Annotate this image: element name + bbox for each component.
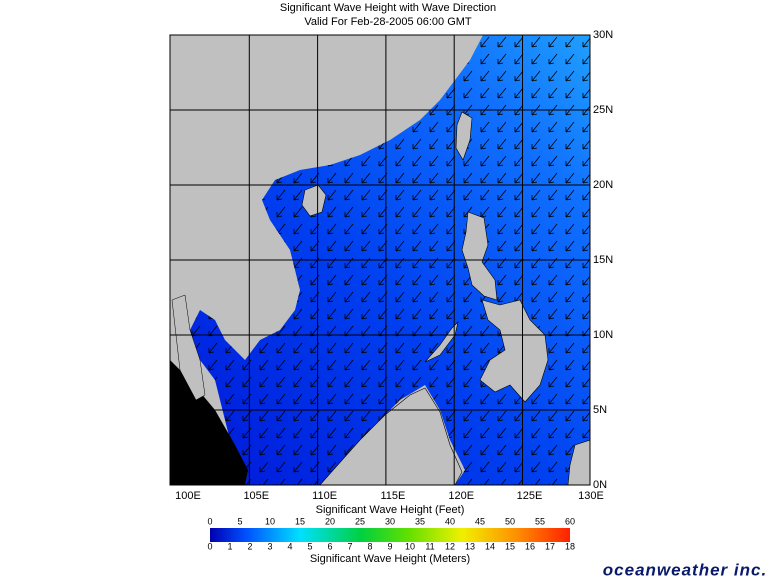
meters-tick-label: 11 bbox=[425, 541, 434, 551]
feet-tick-label: 30 bbox=[385, 516, 395, 526]
feet-tick-label: 15 bbox=[295, 516, 305, 526]
feet-tick-label: 35 bbox=[415, 516, 425, 526]
longitude-label: 100E bbox=[175, 490, 201, 502]
meters-tick-label: 6 bbox=[327, 541, 332, 551]
longitude-label: 105E bbox=[243, 490, 269, 502]
colorbar bbox=[210, 528, 570, 542]
meters-tick-label: 12 bbox=[445, 541, 455, 551]
meters-tick-label: 4 bbox=[287, 541, 292, 551]
feet-tick-label: 5 bbox=[237, 516, 242, 526]
meters-tick-label: 9 bbox=[387, 541, 392, 551]
longitude-label: 125E bbox=[517, 490, 543, 502]
latitude-label: 20N bbox=[593, 179, 613, 191]
meters-tick-label: 5 bbox=[307, 541, 312, 551]
meters-tick-label: 7 bbox=[347, 541, 352, 551]
meters-tick-label: 13 bbox=[465, 541, 475, 551]
map-frame bbox=[169, 34, 591, 486]
meters-tick-label: 18 bbox=[565, 541, 575, 551]
feet-tick-label: 20 bbox=[325, 516, 335, 526]
feet-tick-label: 50 bbox=[505, 516, 515, 526]
title: Significant Wave Height with Wave Direct… bbox=[280, 2, 496, 14]
longitude-label: 115E bbox=[380, 490, 405, 502]
latitude-label: 5N bbox=[593, 404, 607, 416]
meters-tick-label: 14 bbox=[485, 541, 495, 551]
feet-tick-label: 25 bbox=[355, 516, 365, 526]
feet-tick-label: 60 bbox=[565, 516, 575, 526]
meters-tick-label: 1 bbox=[227, 541, 232, 551]
feet-tick-label: 45 bbox=[475, 516, 485, 526]
feet-tick-label: 0 bbox=[207, 516, 212, 526]
meters-tick-label: 17 bbox=[545, 541, 555, 551]
colorbar-ticks: 0 5 10 15 20 25 30 35 40 45 50 55 600 1 2 3 4 5 6 7 8 9 10 11 12… bbox=[207, 516, 575, 551]
feet-tick-label: 55 bbox=[535, 516, 545, 526]
map bbox=[170, 35, 590, 485]
subtitle: Valid For Feb-28-2005 06:00 GMT bbox=[304, 16, 472, 28]
meters-tick-label: 3 bbox=[267, 541, 272, 551]
meters-tick-label: 16 bbox=[525, 541, 535, 551]
meters-tick-label: 2 bbox=[247, 541, 252, 551]
islands bbox=[301, 111, 590, 485]
colorbar-feet-label: Significant Wave Height (Feet) bbox=[316, 504, 465, 516]
map-labels: 100E 105E 110E 115E 120E 125E 130E 30N 25N 20N 15N… bbox=[175, 29, 613, 502]
meters-tick-label: 0 bbox=[207, 541, 212, 551]
latitude-label: 10N bbox=[593, 329, 613, 341]
meters-tick-label: 8 bbox=[367, 541, 372, 551]
sumatra-coast bbox=[170, 360, 248, 485]
latitude-label: 0N bbox=[593, 479, 607, 491]
longitude-label: 120E bbox=[448, 490, 474, 502]
feet-tick-label: 40 bbox=[445, 516, 455, 526]
longitude-label: 130E bbox=[578, 490, 604, 502]
colorbar-meters-label: Significant Wave Height (Meters) bbox=[310, 553, 470, 565]
latitude-label: 30N bbox=[593, 29, 613, 41]
latitude-label: 15N bbox=[593, 254, 613, 266]
meters-tick-label: 15 bbox=[505, 541, 515, 551]
graticule bbox=[170, 35, 590, 485]
longitude-label: 110E bbox=[312, 490, 337, 502]
feet-tick-label: 10 bbox=[265, 516, 275, 526]
peninsula bbox=[171, 294, 206, 401]
meters-tick-label: 10 bbox=[405, 541, 415, 551]
latitude-label: 25N bbox=[593, 104, 613, 116]
logo: oceanweather inc. bbox=[603, 560, 767, 579]
